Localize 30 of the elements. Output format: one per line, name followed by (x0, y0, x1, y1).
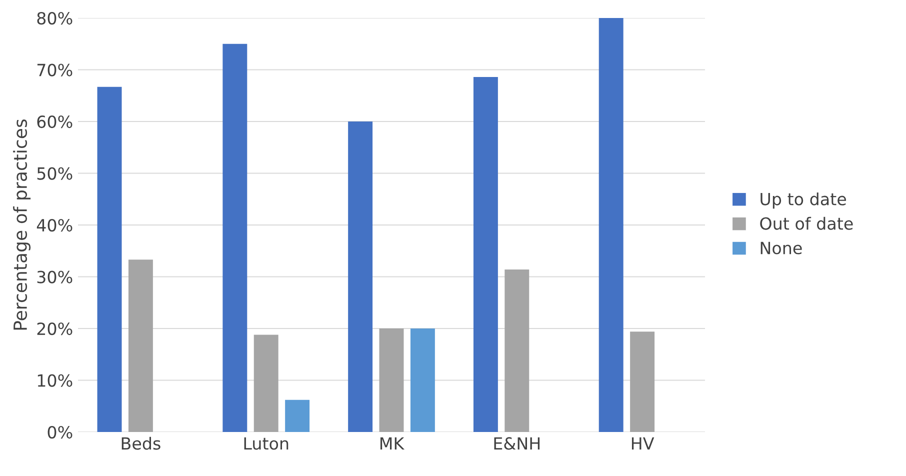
y-tick-label: 70% (37, 64, 72, 76)
bar (410, 328, 435, 432)
x-tick-label: Beds (122, 436, 160, 450)
y-tick-label: 0% (48, 426, 72, 439)
x-tick-label: E&NH (494, 437, 540, 450)
legend-label: None (760, 242, 802, 254)
bar (254, 334, 278, 432)
bar (222, 44, 248, 432)
legend-label: Up to date (760, 192, 846, 209)
x-tick-label: MK (380, 437, 405, 450)
bar (379, 328, 404, 432)
legend-label: Out of date (760, 216, 853, 230)
bar (348, 122, 373, 432)
bar (630, 332, 655, 432)
bar (97, 86, 122, 432)
bar (285, 400, 310, 432)
y-tick-label: 30% (37, 270, 72, 284)
y-tick-label: 80% (37, 12, 72, 25)
y-tick-label: 60% (37, 115, 72, 128)
y-tick-label: 10% (38, 374, 72, 387)
x-tick-label: Luton (244, 437, 288, 450)
y-tick-label: 40% (36, 218, 72, 232)
bar (504, 270, 530, 432)
y-tick-label: 50% (37, 167, 72, 180)
y-tick-label: 20% (37, 322, 72, 336)
y-axis-title: Percentage of practices (13, 119, 31, 330)
bar (473, 76, 498, 432)
x-tick-label: HV (632, 437, 654, 450)
bar (128, 260, 153, 432)
bar (598, 18, 624, 432)
